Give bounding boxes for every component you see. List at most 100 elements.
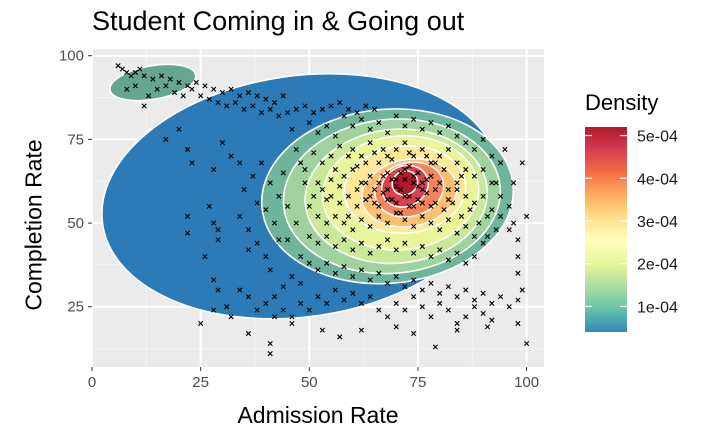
data-point [284,237,291,243]
data-point [371,150,378,156]
legend-tick-label: 4e-04 [637,171,678,188]
data-point [315,180,321,186]
data-point [350,166,356,173]
data-point [428,220,434,226]
data-point [341,263,347,270]
data-point [489,207,495,213]
data-point [324,260,330,266]
data-point [319,187,325,193]
data-point [415,197,421,203]
data-point [419,304,425,310]
data-point [315,267,321,273]
data-point [358,240,365,246]
data-point [189,160,195,166]
data-point [384,170,391,176]
data-point [515,270,521,276]
data-point [185,230,191,236]
data-point [441,207,447,213]
legend-tick-label: 3e-04 [637,214,678,231]
x-tick-label: 50 [301,374,318,391]
data-point [432,160,438,166]
data-point [411,173,417,179]
data-point [337,200,343,206]
data-point [471,297,478,303]
data-point [371,187,378,193]
data-point [358,180,365,186]
data-point [393,113,399,119]
data-point [271,294,278,300]
data-point [298,300,304,306]
data-point [371,106,378,112]
data-point [332,213,338,219]
data-point [454,294,460,300]
data-point [345,213,352,219]
data-point [354,203,360,209]
data-point [506,203,512,209]
data-point [471,200,478,206]
data-point [302,103,308,109]
y-tick-label: 25 [67,299,84,316]
data-point [324,123,330,129]
data-point [211,220,217,226]
data-point [293,220,299,226]
data-point [302,166,308,173]
data-point [137,66,143,72]
data-point [428,253,434,260]
data-point [445,217,451,223]
data-point [376,203,382,209]
data-point [467,207,473,213]
data-point [389,176,395,183]
data-point [524,340,530,347]
data-point [206,96,212,102]
legend-colorbar [585,127,627,332]
axes: 0 25 50 75 100 25 50 75 100 [59,48,539,391]
data-point [515,253,521,260]
data-point [411,223,417,229]
data-point [163,136,169,142]
data-point [193,79,199,86]
y-tick-label: 50 [67,215,84,232]
data-point [263,253,269,260]
data-point [211,307,217,313]
data-point [519,287,525,293]
data-point [454,180,460,186]
data-point [228,86,234,92]
legend-tick-label: 1e-04 [637,299,678,316]
data-point [424,153,430,159]
data-point [437,300,443,306]
data-point [241,187,247,193]
data-point [445,146,451,153]
data-point [215,237,221,243]
data-point [245,330,252,337]
data-point [463,287,469,293]
data-point [228,153,234,159]
data-point [185,213,191,219]
legend-tick-label: 2e-04 [637,257,678,274]
data-point [289,126,295,132]
data-point [480,290,486,296]
data-point [163,83,169,89]
data-point [219,140,225,146]
data-point [324,220,330,226]
data-point [258,110,265,116]
data-point [454,133,460,139]
data-point [524,213,530,219]
data-point [376,270,382,276]
data-point [254,240,260,246]
data-point [363,197,369,203]
data-point [419,213,425,219]
data-point [506,304,512,310]
data-point [358,327,365,333]
data-point [424,176,430,183]
data-point [406,203,412,209]
data-point [341,237,347,243]
data-point [393,210,399,216]
data-point [324,197,330,203]
data-point [415,183,421,189]
data-point [280,170,286,176]
data-point [367,250,373,256]
data-point [376,243,382,250]
data-point [489,300,495,306]
data-point [271,220,278,226]
data-point [319,160,325,166]
